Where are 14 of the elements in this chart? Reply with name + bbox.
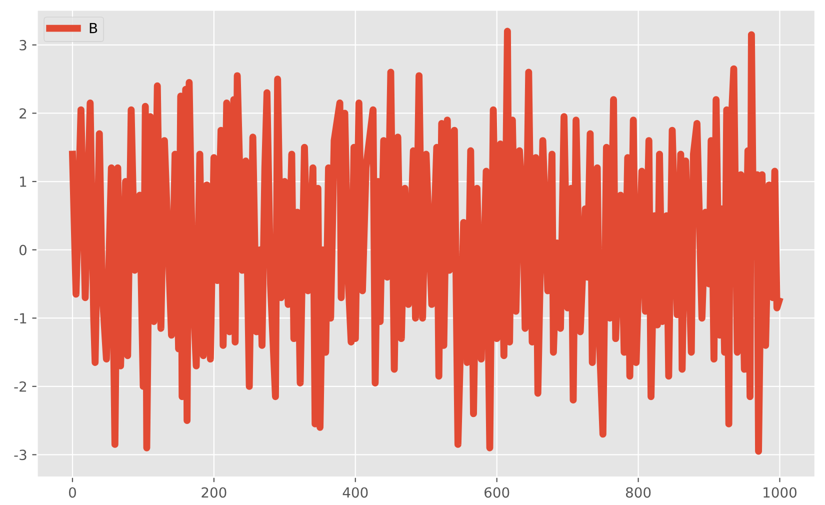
y-tick-label: 3 xyxy=(20,40,26,50)
y-tick-label: 1 xyxy=(20,176,26,187)
y-tick-label: -2 xyxy=(14,381,26,392)
y-tick-label: 0 xyxy=(19,244,26,256)
legend-label: B xyxy=(90,23,98,34)
x-tick-label: 1000 xyxy=(764,487,796,498)
x-tick-label: 400 xyxy=(342,487,368,498)
x-tick-label: 800 xyxy=(626,487,651,498)
y-tick-label: -1 xyxy=(14,313,26,324)
x-tick-label: 200 xyxy=(202,487,226,498)
x-tick-label: 600 xyxy=(484,487,510,498)
x-tick-label: 0 xyxy=(68,487,76,498)
y-tick-label: 2 xyxy=(20,108,26,118)
y-tick-label: -3 xyxy=(14,450,26,460)
